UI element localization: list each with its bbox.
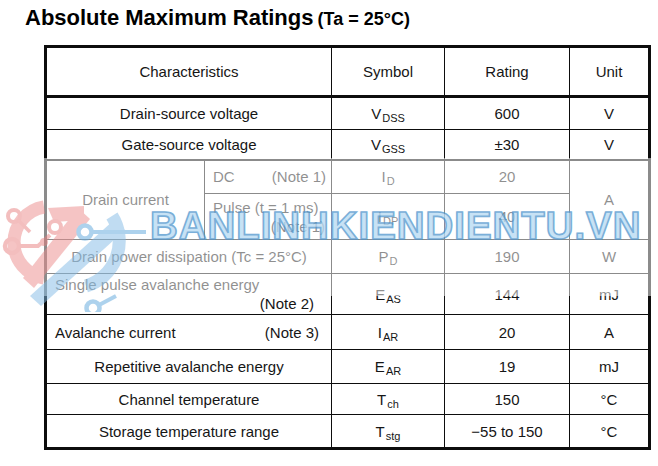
col-header-rating: Rating	[445, 47, 570, 97]
symbol-base: V	[371, 136, 381, 153]
table-row-repetitive-avalanche-energy: Repetitive avalanche energy EAR 19 mJ	[46, 350, 650, 384]
symbol-cell: Tch	[332, 384, 445, 415]
symbol-subscript: DSS	[382, 112, 405, 124]
unit-value: V	[570, 97, 650, 130]
symbol-subscript: AS	[386, 293, 401, 305]
rating-value: 20	[445, 315, 570, 350]
symbol-base: I	[381, 168, 385, 185]
note-reference: (Note 3)	[265, 324, 319, 341]
table-row-drain-current-dc: Drain current DC (Note 1) ID 20 A	[46, 160, 650, 194]
symbol-cell: ID	[332, 160, 445, 194]
symbol-subscript: stg	[386, 430, 401, 442]
characteristic-name: Single pulse avalanche energy	[55, 275, 326, 294]
characteristic-cell: Avalanche current (Note 3)	[46, 315, 332, 350]
symbol-base: E	[375, 286, 385, 303]
symbol-cell: Tstg	[332, 415, 445, 449]
unit-value: °C	[570, 384, 650, 415]
rating-value: 144	[445, 274, 570, 315]
symbol-base: I	[378, 324, 382, 341]
col-header-symbol: Symbol	[332, 47, 445, 97]
table-row-channel-temperature: Channel temperature Tch 150 °C	[46, 384, 650, 415]
note-reference: (Note 1)	[213, 217, 326, 236]
unit-value: mJ	[570, 350, 650, 384]
absolute-maximum-ratings-table: Characteristics Symbol Rating Unit Drain…	[44, 45, 651, 450]
rating-value: 150	[445, 384, 570, 415]
symbol-cell: VDSS	[332, 97, 445, 130]
symbol-cell: EAR	[332, 350, 445, 384]
rating-value: 40	[445, 194, 570, 240]
unit-value: V	[570, 130, 650, 160]
characteristic-name: Storage temperature range	[46, 415, 332, 449]
table-row-storage-temperature-range: Storage temperature range Tstg −55 to 15…	[46, 415, 650, 449]
symbol-cell: IAR	[332, 315, 445, 350]
unit-value: A	[570, 160, 650, 240]
symbol-subscript: ch	[387, 398, 399, 410]
rating-value: 600	[445, 97, 570, 130]
page-title: Absolute Maximum Ratings(Ta = 25°C)	[25, 5, 410, 31]
col-header-unit: Unit	[570, 47, 650, 97]
symbol-base: V	[371, 105, 381, 122]
rating-value: ±30	[445, 130, 570, 160]
characteristic-name: Channel temperature	[46, 384, 332, 415]
table-row-gate-source-voltage: Gate-source voltage VGSS ±30 V	[46, 130, 650, 160]
unit-value: mJ	[570, 274, 650, 315]
characteristic-name: Drain current	[46, 160, 205, 240]
title-main: Absolute Maximum Ratings	[25, 5, 313, 30]
note-reference: (Note 2)	[55, 294, 326, 313]
symbol-base: I	[378, 208, 382, 225]
symbol-subscript: D	[390, 255, 398, 267]
table-row-drain-power-dissipation: Drain power dissipation (Tc = 25°C) PD 1…	[46, 240, 650, 274]
characteristic-name: Repetitive avalanche energy	[46, 350, 332, 384]
condition-cell: DC (Note 1)	[205, 160, 332, 194]
unit-value: °C	[570, 415, 650, 449]
symbol-subscript: GSS	[382, 143, 405, 155]
symbol-cell: EAS	[332, 274, 445, 315]
symbol-cell: VGSS	[332, 130, 445, 160]
symbol-subscript: AR	[383, 331, 398, 343]
header-row: Characteristics Symbol Rating Unit	[46, 47, 650, 97]
rating-value: 20	[445, 160, 570, 194]
rating-value: −55 to 150	[445, 415, 570, 449]
characteristic-name: Gate-source voltage	[46, 130, 332, 160]
characteristic-name: Drain-source voltage	[46, 97, 332, 130]
symbol-base: E	[375, 358, 385, 375]
rating-value: 19	[445, 350, 570, 384]
symbol-base: T	[377, 391, 386, 408]
title-condition: (Ta = 25°C)	[317, 9, 409, 29]
symbol-cell: PD	[332, 240, 445, 274]
col-header-characteristics: Characteristics	[46, 47, 332, 97]
rating-value: 190	[445, 240, 570, 274]
table-row-drain-source-voltage: Drain-source voltage VDSS 600 V	[46, 97, 650, 130]
characteristic-name: Drain power dissipation (Tc = 25°C)	[46, 240, 332, 274]
characteristic-cell: Single pulse avalanche energy (Note 2)	[46, 274, 332, 315]
unit-value: W	[570, 240, 650, 274]
table-row-avalanche-current: Avalanche current (Note 3) IAR 20 A	[46, 315, 650, 350]
unit-value: A	[570, 315, 650, 350]
note-reference: (Note 1)	[272, 168, 326, 185]
symbol-base: T	[376, 423, 385, 440]
condition-label: DC	[213, 168, 235, 185]
table-row-single-pulse-avalanche-energy: Single pulse avalanche energy (Note 2) E…	[46, 274, 650, 315]
symbol-subscript: D	[387, 175, 395, 187]
symbol-subscript: DP	[383, 215, 398, 227]
datasheet-page: Absolute Maximum Ratings(Ta = 25°C) Char…	[0, 0, 658, 466]
characteristic-name: Avalanche current	[55, 324, 176, 341]
symbol-subscript: AR	[386, 365, 401, 377]
symbol-cell: IDP	[332, 194, 445, 240]
condition-label: Pulse (t = 1 ms)	[213, 198, 326, 217]
condition-cell: Pulse (t = 1 ms) (Note 1)	[205, 194, 332, 240]
symbol-base: P	[379, 248, 389, 265]
